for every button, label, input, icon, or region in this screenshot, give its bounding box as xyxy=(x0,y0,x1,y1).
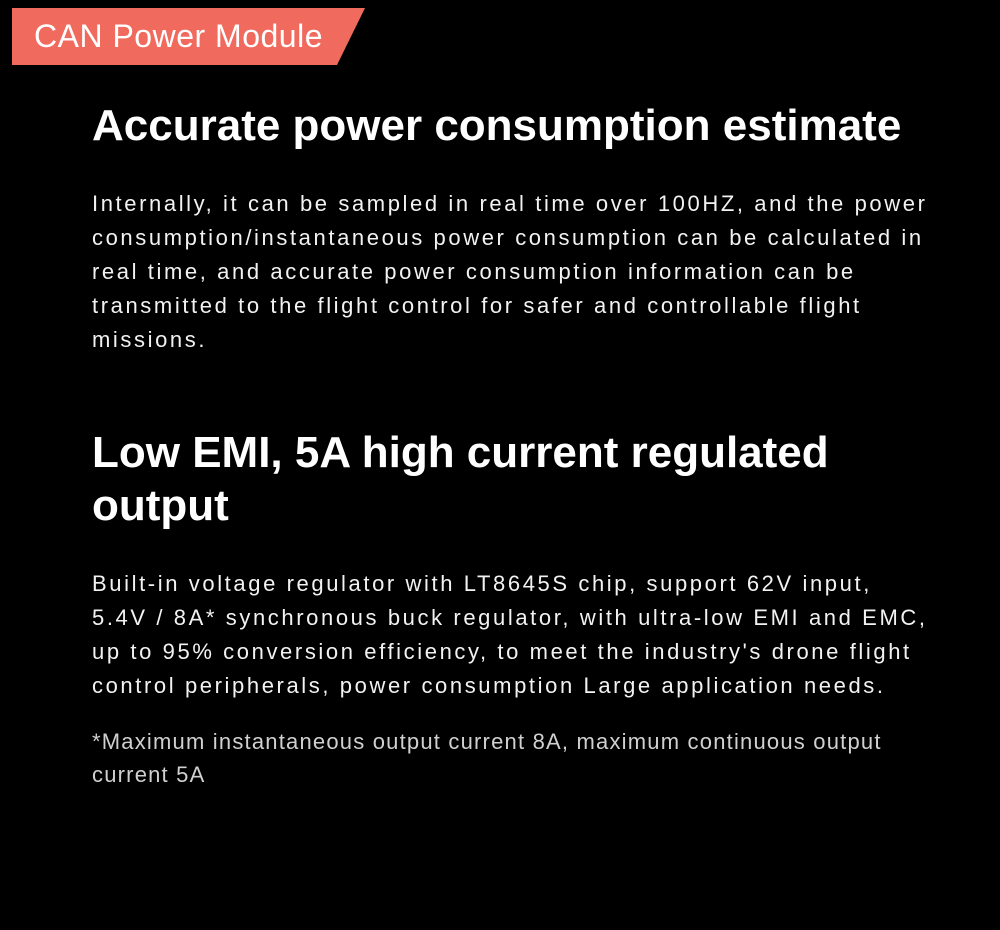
section1-body: Internally, it can be sampled in real ti… xyxy=(92,187,932,357)
section1-title: Accurate power consumption estimate xyxy=(92,100,932,153)
section2-body: Built-in voltage regulator with LT8645S … xyxy=(92,567,932,703)
section2-footnote: *Maximum instantaneous output current 8A… xyxy=(92,725,932,791)
content-area: Accurate power consumption estimate Inte… xyxy=(92,100,932,791)
section2: Low EMI, 5A high current regulated outpu… xyxy=(92,427,932,791)
page-root: CAN Power Module Accurate power consumpt… xyxy=(0,0,1000,930)
product-badge: CAN Power Module xyxy=(12,8,365,65)
section2-title: Low EMI, 5A high current regulated outpu… xyxy=(92,427,932,533)
